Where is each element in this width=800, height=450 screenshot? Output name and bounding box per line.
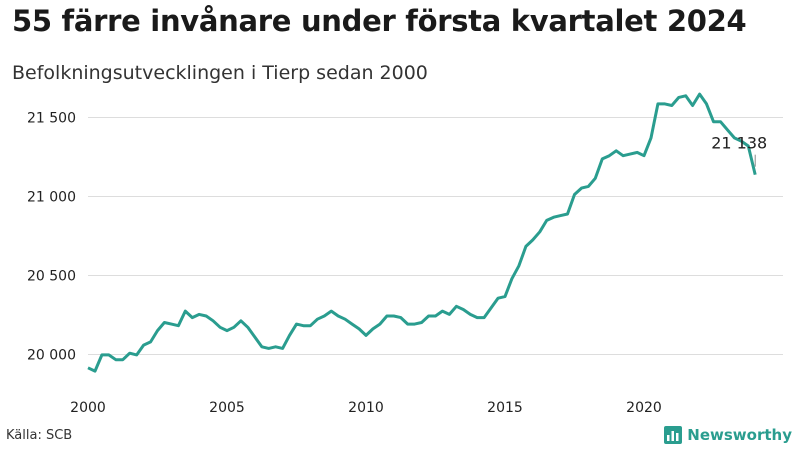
chart-title: 55 färre invånare under första kvartalet… <box>12 4 747 38</box>
x-tick-label: 2020 <box>626 400 662 416</box>
population-line <box>87 92 757 373</box>
y-tick-label: 21 000 <box>27 189 76 205</box>
y-tick-label: 20 500 <box>27 268 76 284</box>
x-tick-label: 2005 <box>209 400 245 416</box>
annotation-label: 21 138 <box>711 134 767 153</box>
x-tick-label: 2015 <box>487 400 523 416</box>
x-tick-label: 2000 <box>70 400 106 416</box>
y-tick-label: 20 000 <box>27 347 76 363</box>
brand-logo[interactable]: Newsworthy <box>664 426 792 444</box>
chart-subtitle: Befolkningsutvecklingen i Tierp sedan 20… <box>12 62 428 84</box>
brand-name: Newsworthy <box>687 426 792 444</box>
x-tick-label: 2010 <box>348 400 384 416</box>
newsworthy-logo-icon <box>664 426 683 444</box>
source-label: Källa: SCB <box>6 428 73 443</box>
y-tick-label: 21 500 <box>27 110 76 126</box>
